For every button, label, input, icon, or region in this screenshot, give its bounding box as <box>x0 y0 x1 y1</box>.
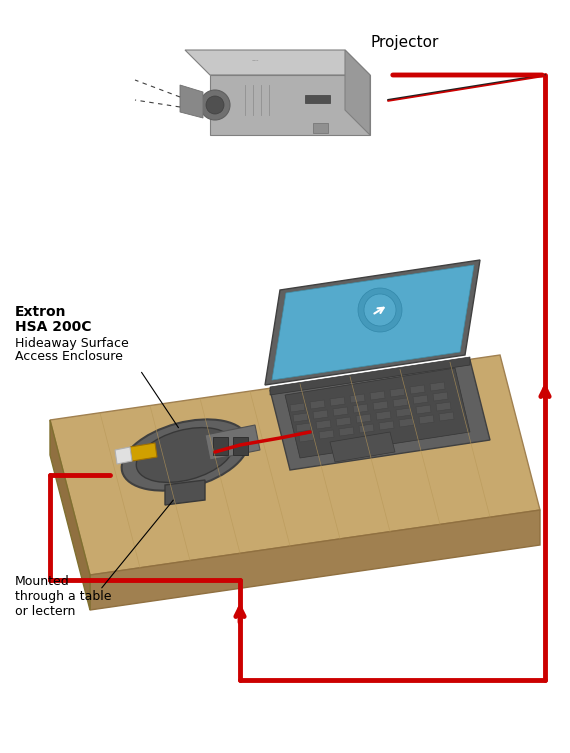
Polygon shape <box>313 410 328 419</box>
Polygon shape <box>393 398 408 407</box>
Bar <box>313 123 328 133</box>
Polygon shape <box>336 417 351 426</box>
Polygon shape <box>373 401 388 410</box>
Polygon shape <box>399 418 414 427</box>
Polygon shape <box>50 420 90 610</box>
Polygon shape <box>316 420 331 429</box>
Polygon shape <box>185 50 370 75</box>
Polygon shape <box>165 480 205 505</box>
Polygon shape <box>390 388 405 397</box>
Polygon shape <box>285 368 470 458</box>
Polygon shape <box>359 424 374 433</box>
Polygon shape <box>130 443 157 461</box>
Polygon shape <box>290 403 305 412</box>
Polygon shape <box>439 412 454 421</box>
Polygon shape <box>310 400 325 409</box>
Polygon shape <box>293 413 308 422</box>
Polygon shape <box>333 407 348 416</box>
Ellipse shape <box>136 428 234 483</box>
Polygon shape <box>319 430 334 439</box>
Polygon shape <box>436 402 451 411</box>
Polygon shape <box>265 260 480 385</box>
Polygon shape <box>210 75 370 135</box>
Polygon shape <box>419 415 434 424</box>
Text: Projector: Projector <box>370 35 438 50</box>
Polygon shape <box>270 360 490 470</box>
Polygon shape <box>396 408 411 417</box>
Polygon shape <box>353 404 368 413</box>
Polygon shape <box>115 447 132 464</box>
Bar <box>233 437 248 455</box>
Polygon shape <box>330 432 395 462</box>
Circle shape <box>364 294 396 326</box>
Polygon shape <box>299 433 314 442</box>
Ellipse shape <box>121 419 249 491</box>
Text: ---: --- <box>251 57 259 63</box>
Bar <box>305 95 330 103</box>
Polygon shape <box>356 414 371 423</box>
Polygon shape <box>330 397 345 406</box>
Circle shape <box>200 90 230 120</box>
Text: HSA 200C: HSA 200C <box>15 320 92 334</box>
Polygon shape <box>416 405 431 414</box>
Polygon shape <box>296 423 311 432</box>
Polygon shape <box>270 357 470 395</box>
Polygon shape <box>272 265 474 380</box>
Polygon shape <box>370 391 385 400</box>
Polygon shape <box>379 421 394 430</box>
Polygon shape <box>413 395 428 404</box>
Polygon shape <box>430 382 445 391</box>
Polygon shape <box>339 427 354 436</box>
Text: Mounted
through a table
or lectern: Mounted through a table or lectern <box>15 575 112 618</box>
Bar <box>213 437 228 455</box>
Polygon shape <box>350 394 365 403</box>
Polygon shape <box>345 50 370 135</box>
Polygon shape <box>205 425 260 460</box>
Circle shape <box>206 96 224 114</box>
Polygon shape <box>433 392 448 401</box>
Text: Access Enclosure: Access Enclosure <box>15 350 123 363</box>
Polygon shape <box>180 85 203 118</box>
Polygon shape <box>90 510 540 610</box>
Polygon shape <box>376 411 391 420</box>
Polygon shape <box>410 385 425 394</box>
Text: Extron: Extron <box>15 305 67 319</box>
Polygon shape <box>50 355 540 575</box>
Text: Hideaway Surface: Hideaway Surface <box>15 337 129 350</box>
Circle shape <box>358 288 402 332</box>
